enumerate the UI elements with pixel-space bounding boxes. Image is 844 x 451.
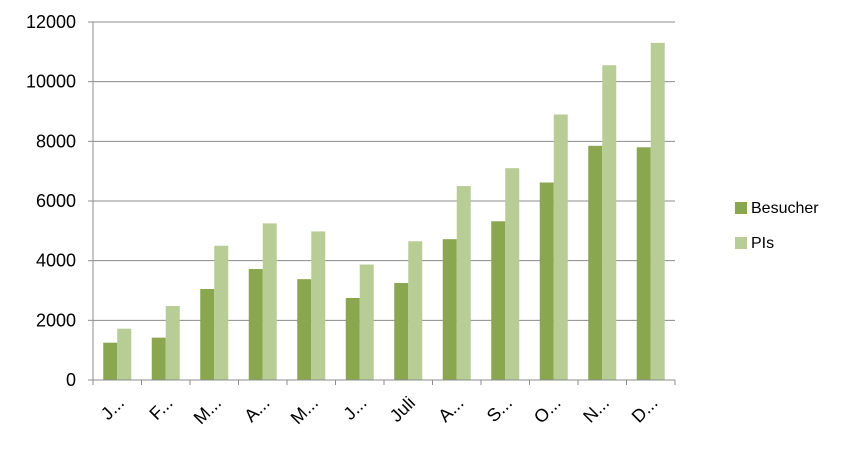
- y-tick-label: 4000: [36, 251, 76, 271]
- bar-pis-5: [359, 264, 374, 380]
- x-tick-label: Juli: [386, 393, 419, 426]
- bar-pis-2: [214, 245, 229, 380]
- grid-layer: [93, 21, 675, 321]
- bar-pis-10: [602, 65, 617, 380]
- bar-pis-9: [553, 114, 568, 380]
- bar-pis-0: [117, 328, 132, 380]
- legend-swatch-besucher: [735, 202, 747, 214]
- bars-layer: [103, 42, 665, 381]
- legend-swatch-pis: [735, 237, 747, 249]
- bar-besucher-7: [442, 239, 457, 380]
- bar-pis-6: [408, 241, 423, 380]
- x-tick-label: M...: [190, 393, 225, 428]
- bar-besucher-9: [539, 182, 554, 380]
- bar-pis-4: [311, 231, 326, 380]
- y-tick-label: 6000: [36, 191, 76, 211]
- x-tick-label: O...: [530, 393, 565, 428]
- bar-besucher-8: [491, 221, 506, 380]
- x-tick-label: D...: [628, 393, 662, 427]
- x-tick-label: A...: [434, 393, 467, 426]
- x-axis-labels: J... F... M... A... M... J... Juli A... S... O...…: [97, 393, 662, 428]
- bar-pis-1: [165, 306, 180, 380]
- y-tick-label: 8000: [36, 131, 76, 151]
- x-tick-label: S...: [483, 393, 516, 426]
- axes-layer: [88, 21, 676, 385]
- x-tick-label: J...: [339, 393, 370, 424]
- bar-pis-11: [650, 42, 665, 381]
- y-tick-label: 0: [66, 370, 76, 390]
- x-tick-label: N...: [579, 393, 613, 427]
- bar-pis-3: [262, 223, 277, 380]
- x-tick-label: A...: [240, 393, 273, 426]
- x-tick-label: J...: [97, 393, 128, 424]
- legend-label-besucher: Besucher: [751, 200, 819, 217]
- bar-pis-7: [456, 186, 471, 380]
- bar-besucher-10: [588, 145, 603, 380]
- legend: Besucher PIs: [735, 200, 819, 252]
- x-tick-label: M...: [287, 393, 322, 428]
- bar-besucher-4: [297, 279, 312, 380]
- y-tick-label: 10000: [26, 72, 76, 92]
- bar-besucher-6: [394, 283, 409, 380]
- bar-besucher-2: [200, 289, 215, 380]
- y-axis-labels: 0 2000 4000 6000 8000 10000 12000: [26, 12, 76, 390]
- bar-besucher-1: [151, 337, 166, 380]
- bar-besucher-5: [345, 297, 360, 380]
- x-tick-label: F...: [145, 393, 176, 424]
- bar-pis-8: [505, 168, 520, 380]
- y-tick-label: 12000: [26, 12, 76, 32]
- y-tick-label: 2000: [36, 310, 76, 330]
- legend-label-pis: PIs: [751, 235, 774, 252]
- bar-besucher-0: [103, 342, 118, 380]
- bar-besucher-11: [636, 147, 651, 380]
- bar-besucher-3: [248, 269, 263, 380]
